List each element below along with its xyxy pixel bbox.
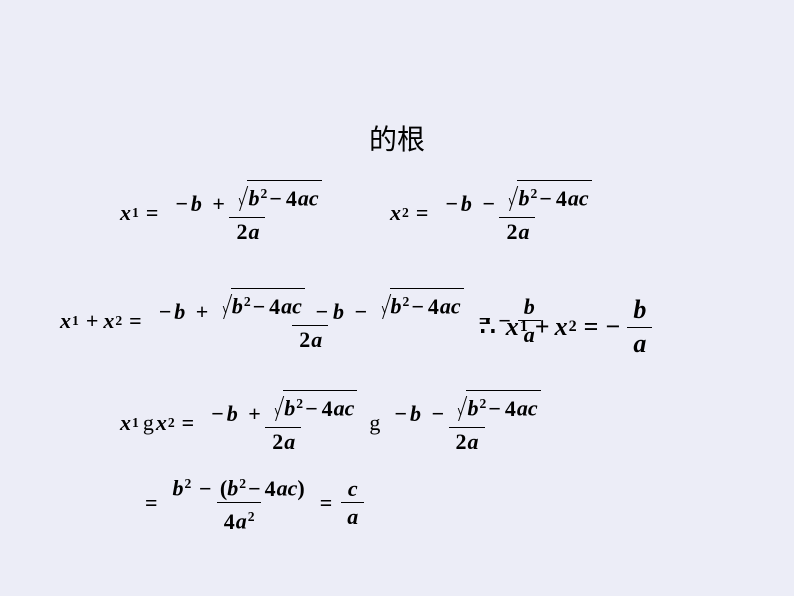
root1-op: + <box>212 191 225 216</box>
sqrt-icon: b2−4ac <box>505 180 591 211</box>
equation-sum: x1 + x2 = −b + b2−4ac −b − b2−4ac 2a = −… <box>60 288 545 354</box>
equation-root1: x1 = −b + b2−4ac 2a <box>120 180 332 246</box>
equation-product-line1: x1 g x2 = −b + b2−4ac 2a g −b − b2−4ac 2… <box>120 390 551 456</box>
equals: = <box>146 200 159 226</box>
slide-container: 的根 x1 = −b + b2−4ac 2a x2 = −b − <box>0 0 794 596</box>
neg-b-b: b <box>191 191 202 216</box>
x2-var: x <box>390 200 401 226</box>
equation-root2: x2 = −b − b2−4ac 2a <box>390 180 602 246</box>
root2-fraction: −b − b2−4ac 2a <box>437 180 597 246</box>
sqrt-icon: b2−4ac <box>454 390 540 421</box>
equals: = <box>416 200 429 226</box>
x1-sub: 1 <box>132 205 139 221</box>
equation-sum-result: ∴ x1 + x2 = − b a <box>480 294 656 360</box>
sqrt-icon: b2−4ac <box>271 390 357 421</box>
sqrt-icon: b2−4ac <box>378 288 464 319</box>
product2-frac2: c a <box>341 475 364 531</box>
neg-b-minus: − <box>175 191 188 216</box>
sqrt-icon: b2−4ac <box>235 180 321 211</box>
root1-fraction: −b + b2−4ac 2a <box>167 180 327 246</box>
product-frac2: −b − b2−4ac 2a <box>386 390 546 456</box>
sqrt-icon: b2−4ac <box>219 288 305 319</box>
slide-title: 的根 <box>0 118 794 158</box>
x1-var: x <box>120 200 131 226</box>
equation-product-line2: = b2 − (b2−4ac) 4a2 = c a <box>140 470 368 535</box>
product-frac1: −b + b2−4ac 2a <box>203 390 363 456</box>
sum-big-fraction: −b + b2−4ac −b − b2−4ac 2a <box>151 288 470 354</box>
therefore-icon: ∴ <box>480 312 496 342</box>
root2-op: − <box>482 191 495 216</box>
x2-sub: 2 <box>402 205 409 221</box>
product2-frac1: b2 − (b2−4ac) 4a2 <box>167 470 311 535</box>
